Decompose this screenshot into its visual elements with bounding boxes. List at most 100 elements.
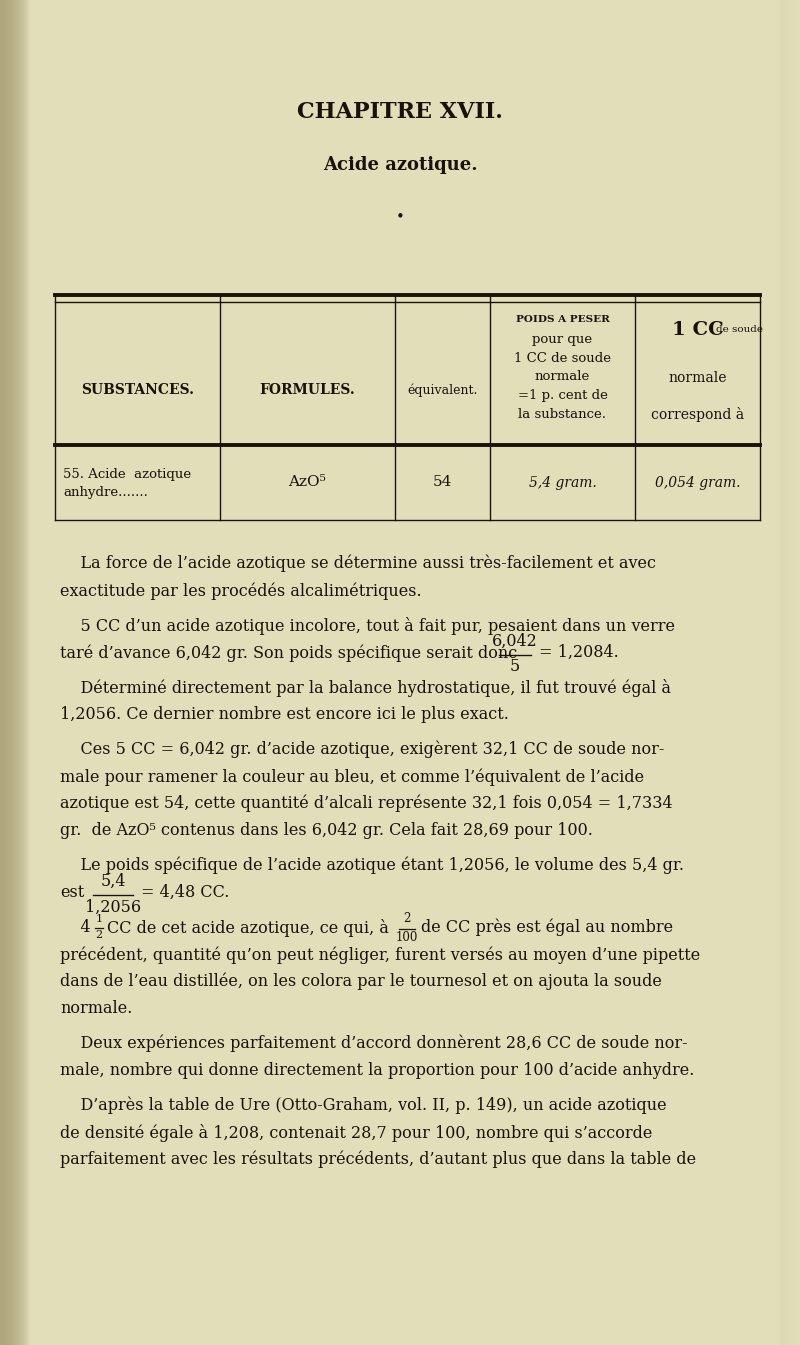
Text: 1 CC: 1 CC (672, 321, 723, 339)
Text: 1 CC de soude: 1 CC de soude (514, 351, 611, 364)
Bar (0, 0, 29, 1345)
Bar (788, 0, 789, 1345)
Text: = 4,48 CC.: = 4,48 CC. (141, 884, 230, 901)
Text: 2: 2 (95, 931, 102, 940)
Text: 1,2056: 1,2056 (85, 898, 141, 916)
Bar (0, 0, 9, 1345)
Bar (781, 0, 782, 1345)
Text: normale: normale (535, 370, 590, 383)
Text: 5,4: 5,4 (100, 873, 126, 889)
Text: D’après la table de Ure (Otto-Graham, vol. II, p. 149), un acide azotique: D’après la table de Ure (Otto-Graham, vo… (60, 1098, 666, 1115)
Bar (0, 0, 3, 1345)
Text: 5 CC d’un acide azotique incolore, tout à fait pur, pesaient dans un verre: 5 CC d’un acide azotique incolore, tout … (60, 617, 675, 635)
Text: 55. Acide  azotique: 55. Acide azotique (63, 468, 191, 482)
Bar (0, 0, 25, 1345)
Text: 2: 2 (403, 912, 410, 925)
Bar (787, 0, 788, 1345)
Bar (0, 0, 11, 1345)
Text: =1 p. cent de: =1 p. cent de (518, 390, 607, 402)
Text: de CC près est égal au nombre: de CC près est égal au nombre (421, 919, 673, 936)
Bar (0, 0, 21, 1345)
Bar (0, 0, 26, 1345)
Text: de densité égale à 1,208, contenait 28,7 pour 100, nombre qui s’accorde: de densité égale à 1,208, contenait 28,7… (60, 1124, 652, 1142)
Text: 1: 1 (95, 915, 102, 924)
Text: Deux expériences parfaitement d’accord donnèrent 28,6 CC de soude nor-: Deux expériences parfaitement d’accord d… (60, 1036, 688, 1053)
Bar (791, 0, 792, 1345)
Bar (0, 0, 22, 1345)
Bar (798, 0, 799, 1345)
Bar (0, 0, 8, 1345)
Bar (0, 0, 2, 1345)
Text: FORMULES.: FORMULES. (260, 383, 355, 397)
Text: équivalent.: équivalent. (407, 383, 478, 397)
Bar (0, 0, 15, 1345)
Bar (0, 0, 24, 1345)
Text: 5,4 gram.: 5,4 gram. (529, 476, 596, 490)
Bar (799, 0, 800, 1345)
Bar (0, 0, 1, 1345)
Bar (0, 0, 30, 1345)
Text: male, nombre qui donne directement la proportion pour 100 d’acide anhydre.: male, nombre qui donne directement la pr… (60, 1063, 694, 1079)
Bar (784, 0, 785, 1345)
Bar (0, 0, 19, 1345)
Bar (780, 0, 781, 1345)
Text: Acide azotique.: Acide azotique. (322, 156, 478, 174)
Bar (796, 0, 797, 1345)
Bar (0, 0, 10, 1345)
Bar (0, 0, 12, 1345)
Text: 0,054 gram.: 0,054 gram. (654, 476, 740, 490)
Text: correspond à: correspond à (651, 408, 744, 422)
Text: = 1,2084.: = 1,2084. (539, 644, 618, 660)
Bar (0, 0, 4, 1345)
Text: SUBSTANCES.: SUBSTANCES. (81, 383, 194, 397)
Text: CHAPITRE XVII.: CHAPITRE XVII. (297, 101, 503, 122)
Bar (0, 0, 23, 1345)
Bar (786, 0, 787, 1345)
Bar (0, 0, 27, 1345)
Text: 4: 4 (60, 919, 90, 936)
Bar (789, 0, 790, 1345)
Text: gr.  de AzO⁵ contenus dans les 6,042 gr. Cela fait 28,69 pour 100.: gr. de AzO⁵ contenus dans les 6,042 gr. … (60, 822, 593, 839)
Text: 5: 5 (510, 658, 520, 675)
Text: ●: ● (398, 213, 402, 218)
Text: AzO⁵: AzO⁵ (289, 476, 326, 490)
Bar (0, 0, 16, 1345)
Text: azotique est 54, cette quantité d’alcali représente 32,1 fois 0,054 = 1,7334: azotique est 54, cette quantité d’alcali… (60, 795, 673, 812)
Bar (795, 0, 796, 1345)
Text: normale.: normale. (60, 999, 132, 1017)
Text: 1,2056. Ce dernier nombre est encore ici le plus exact.: 1,2056. Ce dernier nombre est encore ici… (60, 706, 509, 724)
Bar (0, 0, 28, 1345)
Text: CC de cet acide azotique, ce qui, à: CC de cet acide azotique, ce qui, à (107, 919, 389, 937)
Bar (0, 0, 5, 1345)
Bar (783, 0, 784, 1345)
Text: anhydre.......: anhydre....... (63, 486, 148, 499)
Text: male pour ramener la couleur au bleu, et comme l’équivalent de l’acide: male pour ramener la couleur au bleu, et… (60, 768, 644, 785)
Bar (0, 0, 6, 1345)
Text: normale: normale (668, 371, 726, 385)
Bar (792, 0, 793, 1345)
Bar (0, 0, 14, 1345)
Text: la substance.: la substance. (518, 409, 606, 421)
Text: 54: 54 (433, 476, 452, 490)
Text: Déterminé directement par la balance hydrostatique, il fut trouvé égal à: Déterminé directement par la balance hyd… (60, 679, 671, 697)
Text: pour que: pour que (533, 332, 593, 346)
Text: 100: 100 (396, 931, 418, 944)
Text: dans de l’eau distillée, on les colora par le tournesol et on ajouta la soude: dans de l’eau distillée, on les colora p… (60, 972, 662, 990)
Text: Ces 5 CC = 6,042 gr. d’acide azotique, exigèrent 32,1 CC de soude nor-: Ces 5 CC = 6,042 gr. d’acide azotique, e… (60, 741, 664, 759)
Text: taré d’avance 6,042 gr. Son poids spécifique serait donc: taré d’avance 6,042 gr. Son poids spécif… (60, 644, 518, 662)
Text: La force de l’acide azotique se détermine aussi très-facilement et avec: La force de l’acide azotique se détermin… (60, 555, 656, 573)
Bar (785, 0, 786, 1345)
Text: parfaitement avec les résultats précédents, d’autant plus que dans la table de: parfaitement avec les résultats précéden… (60, 1151, 696, 1169)
Bar (782, 0, 783, 1345)
Bar (0, 0, 13, 1345)
Text: exactitude par les procédés alcalimétriques.: exactitude par les procédés alcalimétriq… (60, 582, 422, 600)
Text: POIDS A PESER: POIDS A PESER (515, 316, 610, 324)
Bar (0, 0, 7, 1345)
Text: précédent, quantité qu’on peut négliger, furent versés au moyen d’une pipette: précédent, quantité qu’on peut négliger,… (60, 946, 700, 963)
Bar (0, 0, 18, 1345)
Text: 6,042: 6,042 (492, 632, 538, 650)
Text: est: est (60, 884, 84, 901)
Bar (794, 0, 795, 1345)
Bar (0, 0, 17, 1345)
Bar (797, 0, 798, 1345)
